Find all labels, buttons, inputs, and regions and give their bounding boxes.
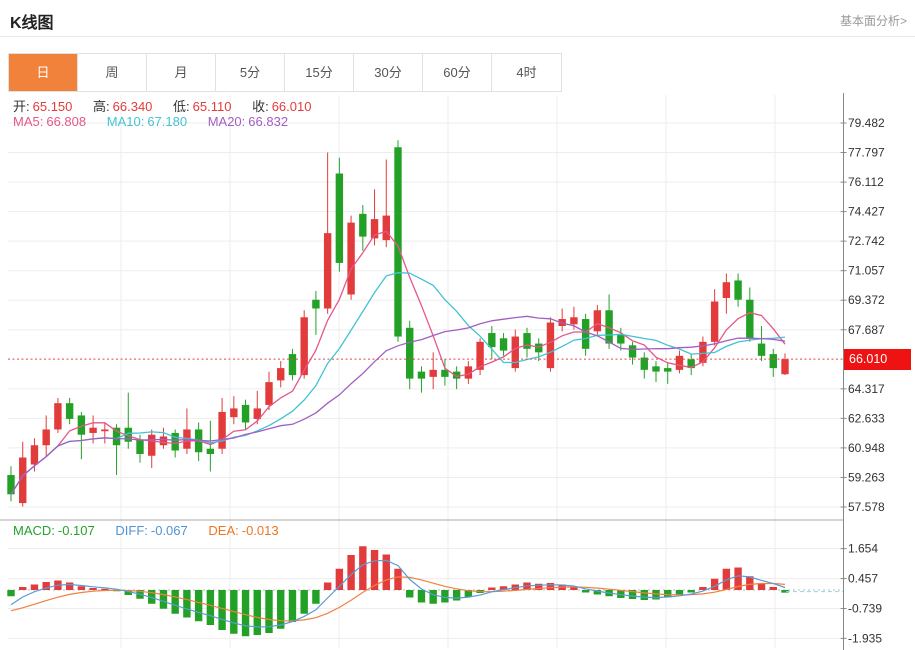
y-tick-label: -0.739 <box>848 601 882 615</box>
ma5-value: 66.808 <box>46 114 87 129</box>
y-tick-label: -1.935 <box>848 631 882 645</box>
close-value: 66.010 <box>271 99 312 114</box>
grid-layer <box>8 95 840 648</box>
ma10-label: MA10: <box>106 114 145 129</box>
y-tick-label: 72.742 <box>848 234 885 248</box>
high-value: 66.340 <box>112 99 153 114</box>
ma20-line <box>10 315 786 495</box>
macd-lines-layer <box>10 559 844 628</box>
ma20-label: MA20: <box>207 114 246 129</box>
macd-label: MACD: <box>13 523 55 538</box>
macd-row: MACD: -0.107 DIFF: -0.067 DEA: -0.013 <box>13 523 282 538</box>
candles-layer <box>7 140 789 507</box>
dea-line <box>10 576 786 622</box>
y-tick-label: 71.057 <box>848 264 885 278</box>
page-title: K线图 <box>10 15 54 32</box>
tab-period-7[interactable]: 4时 <box>492 54 561 91</box>
current-price-badge: 66.010 <box>844 348 911 370</box>
high-label: 高: <box>93 99 110 114</box>
ma20-value: 66.832 <box>248 114 289 129</box>
kline-chart-canvas[interactable]: 79.482 77.797 76.112 74.427 72.742 71.057 69.3… <box>0 90 915 650</box>
tab-period-4[interactable]: 15分 <box>285 54 354 91</box>
macd-histogram-layer <box>7 546 789 637</box>
dea-label: DEA: <box>208 523 239 538</box>
y-tick-label: 64.317 <box>848 382 885 396</box>
low-label: 低: <box>173 99 190 114</box>
axis-labels-layer: 79.482 77.797 76.112 74.427 72.742 71.057 69.3… <box>840 116 885 645</box>
y-tick-label: 77.797 <box>848 146 885 160</box>
y-tick-label: 1.654 <box>848 542 878 556</box>
header-divider <box>0 36 915 37</box>
y-tick-label: 57.578 <box>848 500 885 514</box>
diff-value: -0.067 <box>150 523 188 538</box>
tab-period-3[interactable]: 5分 <box>216 54 285 91</box>
tab-period-6[interactable]: 60分 <box>423 54 492 91</box>
dea-value: -0.013 <box>241 523 279 538</box>
ma5-label: MA5: <box>13 114 44 129</box>
y-tick-label: 0.457 <box>848 572 878 586</box>
ma-row: MA5: 66.808 MA10: 67.180 MA20: 66.832 <box>13 114 291 129</box>
tab-period-1[interactable]: 周 <box>78 54 147 91</box>
chart-area: 79.482 77.797 76.112 74.427 72.742 71.057 69.3… <box>0 90 915 650</box>
y-tick-label: 74.427 <box>848 205 885 219</box>
widget-header: K线图 基本面分析> <box>0 0 915 36</box>
y-tick-label: 69.372 <box>848 293 885 307</box>
y-tick-label: 60.948 <box>848 441 885 455</box>
low-value: 65.110 <box>192 99 232 114</box>
tab-period-5[interactable]: 30分 <box>354 54 423 91</box>
y-tick-label: 79.482 <box>848 116 885 130</box>
open-label: 开: <box>13 99 30 114</box>
diff-line <box>10 559 786 628</box>
ma10-value: 67.180 <box>147 114 188 129</box>
tab-period-0[interactable]: 日 <box>9 54 78 91</box>
period-tabs: 日周月 5分 15分 30分 60分 4时 <box>8 53 562 92</box>
y-tick-label: 67.687 <box>848 323 885 337</box>
open-value: 65.150 <box>32 99 73 114</box>
fundamental-analysis-link[interactable]: 基本面分析> <box>839 14 907 28</box>
y-tick-label: 76.112 <box>848 175 884 189</box>
ma10-line <box>10 272 786 495</box>
diff-label: DIFF: <box>115 523 148 538</box>
y-tick-label: 62.633 <box>848 411 885 425</box>
macd-value: -0.107 <box>57 523 95 538</box>
close-label: 收: <box>252 99 269 114</box>
ma-lines-layer <box>10 230 786 495</box>
y-tick-label: 59.263 <box>848 470 885 484</box>
ohlc-row: 开: 65.150 高: 66.340 低: 65.110 收: 66.010 <box>13 96 314 115</box>
tab-period-2[interactable]: 月 <box>147 54 216 91</box>
